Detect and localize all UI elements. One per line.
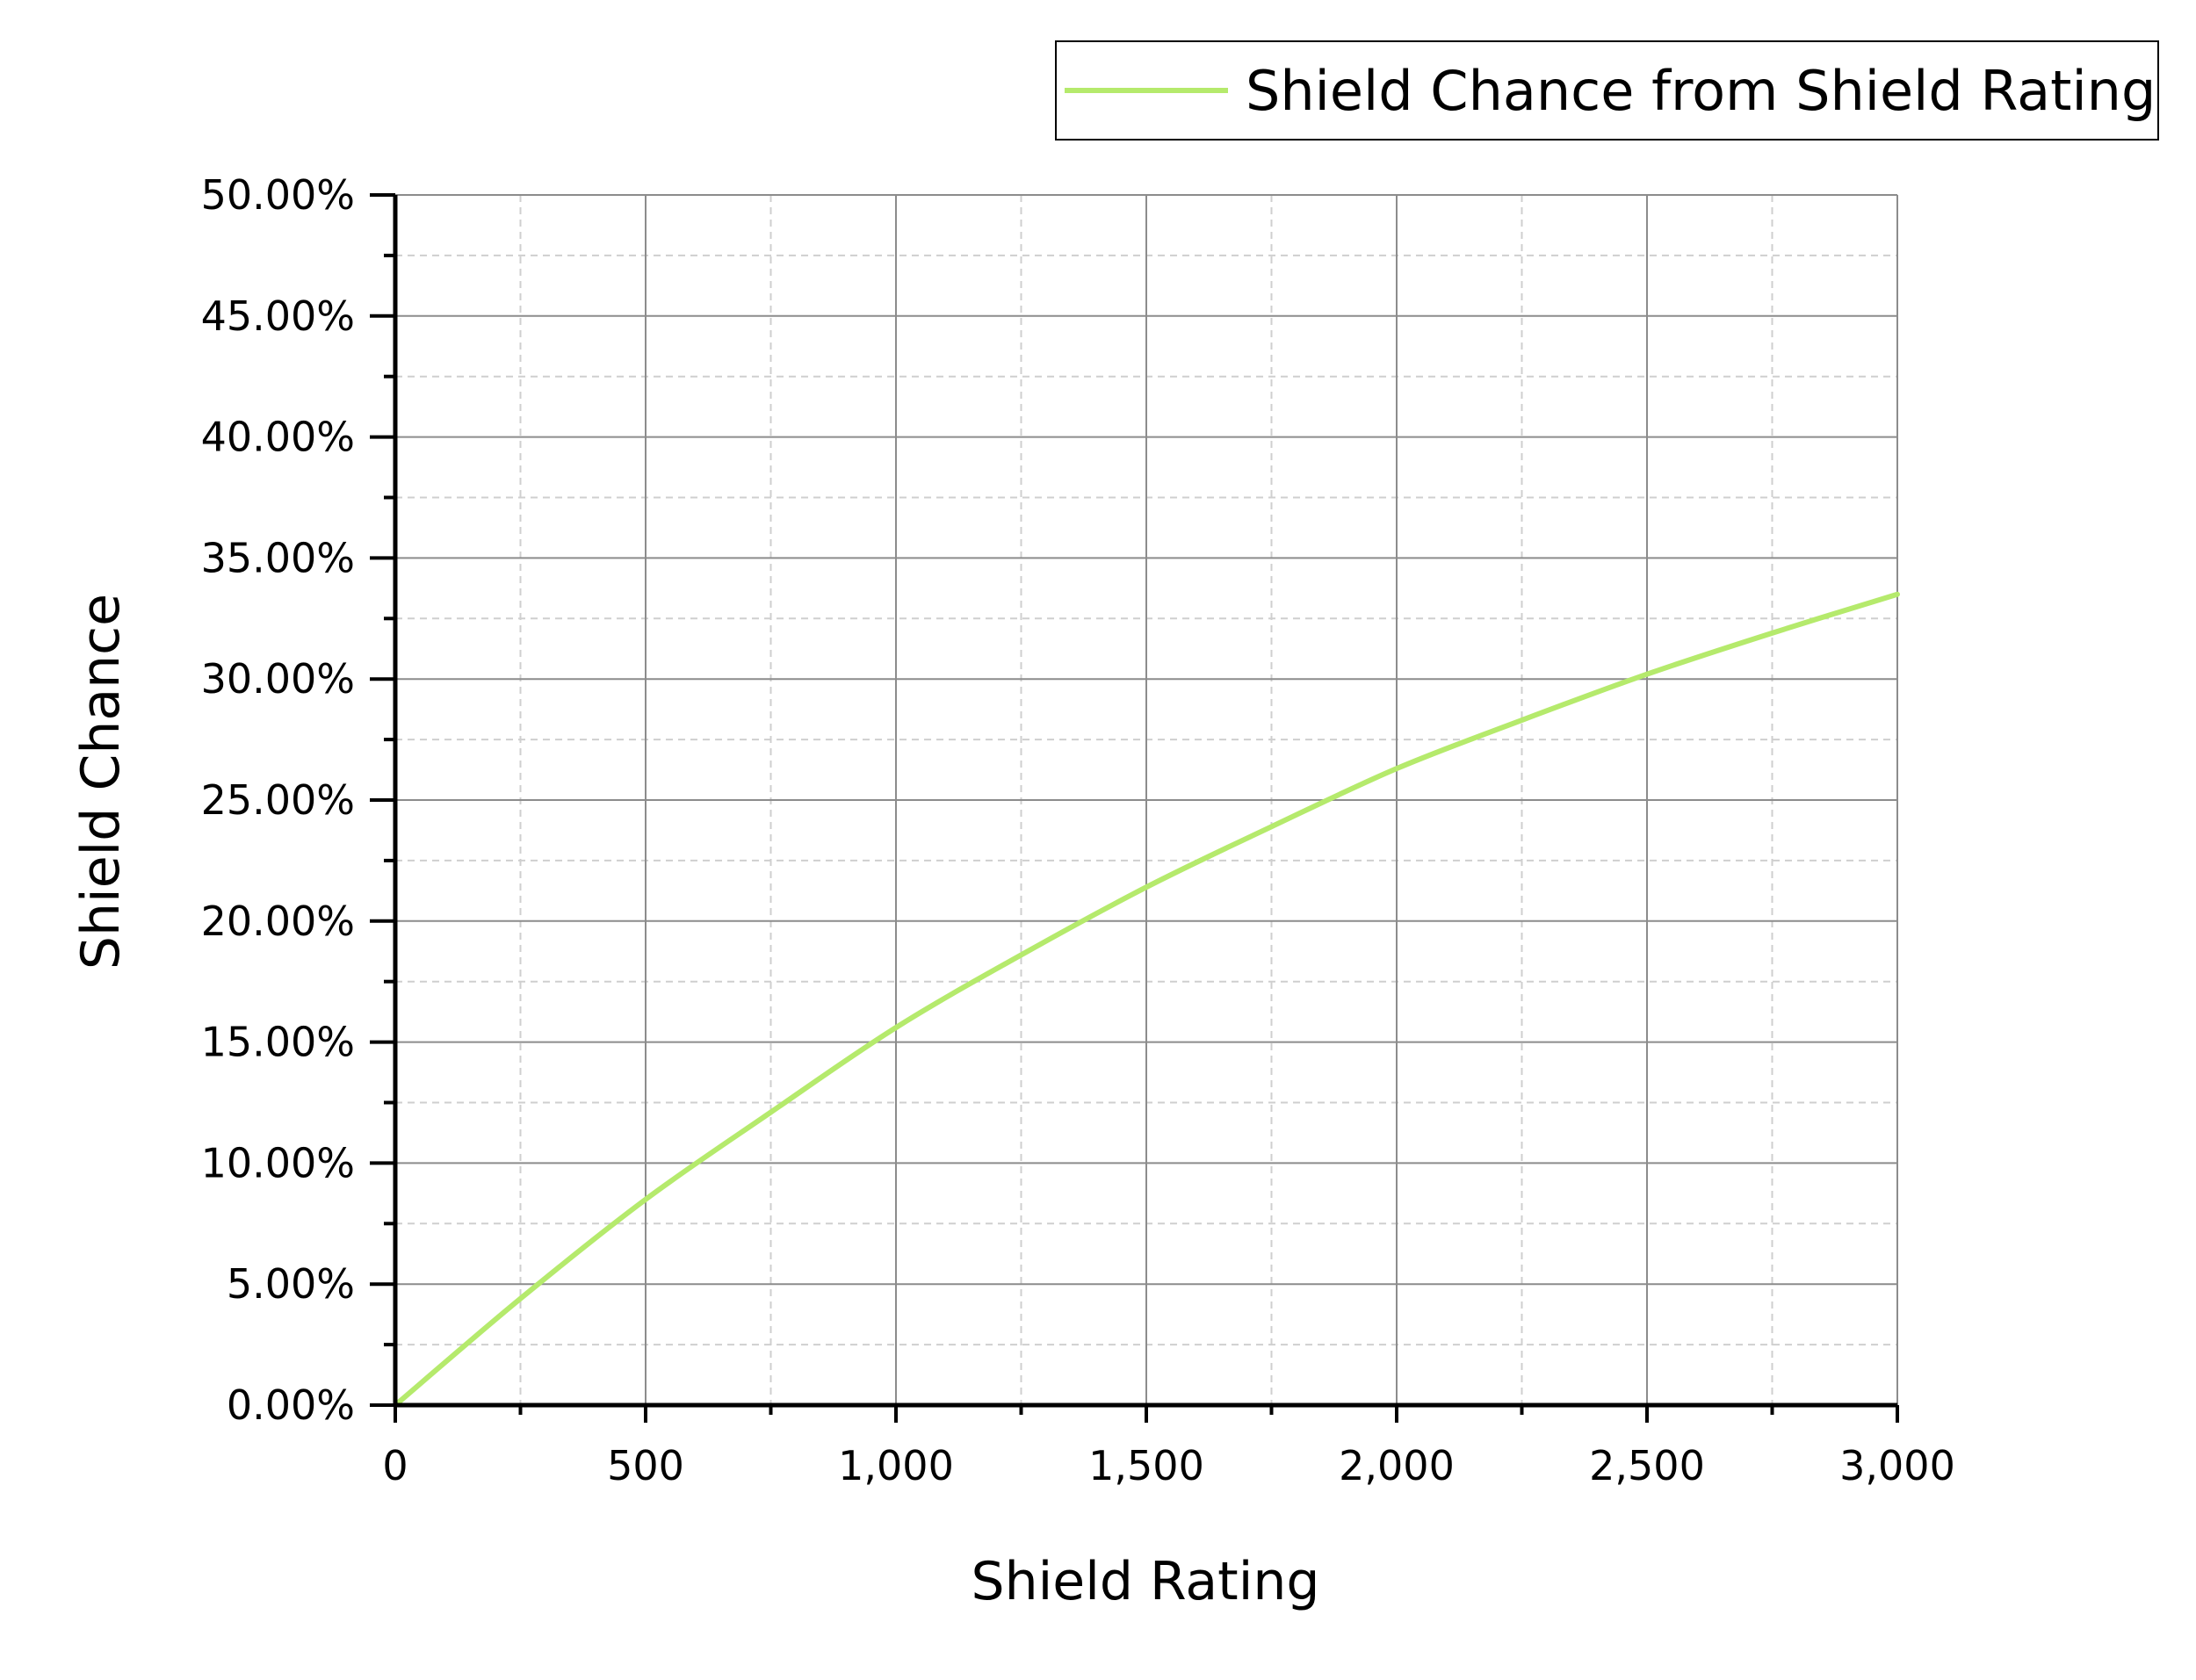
x-axis-title: Shield Rating (972, 1551, 1320, 1612)
y-axis-ticks: 0.00% 5.00% 10.00% 15.00% 20.00% 25.00% 30.00%… (201, 171, 395, 1429)
x-tick-label: 0 (382, 1442, 408, 1489)
x-tick-label: 500 (607, 1442, 684, 1489)
legend-label: Shield Chance from Shield Rating (1246, 59, 2156, 123)
y-tick-label: 15.00% (201, 1019, 355, 1066)
x-tick-label: 2,000 (1339, 1442, 1455, 1489)
y-tick-label: 40.00% (201, 414, 355, 461)
y-axis-title: Shield Chance (70, 594, 132, 970)
legend-box (1055, 40, 2159, 141)
y-tick-label: 25.00% (201, 776, 355, 824)
y-tick-label: 10.00% (201, 1139, 355, 1186)
y-tick-label: 35.00% (201, 534, 355, 581)
y-tick-label: 20.00% (201, 898, 355, 945)
y-tick-label: 50.00% (201, 171, 355, 219)
y-tick-label: 45.00% (201, 292, 355, 340)
series-layer (393, 591, 1900, 1408)
y-tick-label: 5.00% (227, 1260, 355, 1308)
x-tick-label: 1,000 (838, 1442, 954, 1489)
x-axis-ticks: 0 500 1,000 1,500 2,000 2,500 3,000 (382, 1405, 1955, 1489)
y-tick-label: 30.00% (201, 655, 355, 703)
series-line (393, 591, 1900, 1408)
major-gridlines (395, 194, 1898, 1405)
legend: Shield Chance from Shield Rating (1055, 40, 2159, 141)
x-tick-label: 1,500 (1088, 1442, 1204, 1489)
x-tick-label: 3,000 (1839, 1442, 1955, 1489)
x-tick-label: 2,500 (1589, 1442, 1705, 1489)
y-tick-label: 0.00% (227, 1381, 355, 1429)
